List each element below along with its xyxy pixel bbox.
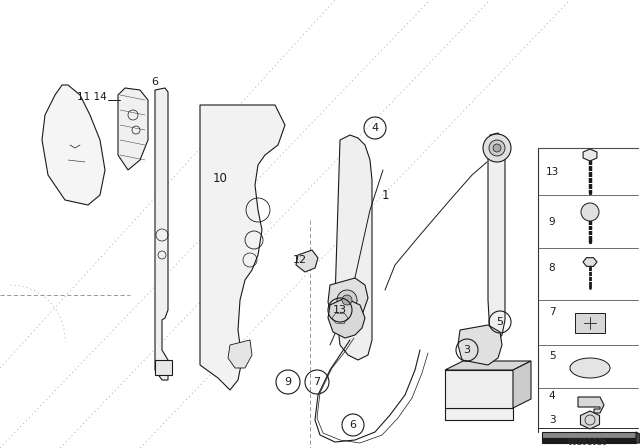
Circle shape: [337, 290, 357, 310]
Text: 9: 9: [284, 377, 292, 387]
Polygon shape: [155, 88, 168, 380]
Polygon shape: [445, 370, 513, 408]
Polygon shape: [155, 360, 172, 375]
Text: 9: 9: [548, 217, 556, 227]
FancyBboxPatch shape: [575, 313, 605, 333]
Polygon shape: [42, 85, 105, 205]
Text: 5: 5: [497, 317, 504, 327]
Text: 3: 3: [548, 415, 556, 425]
Text: 1: 1: [381, 189, 388, 202]
Text: 5: 5: [548, 351, 556, 361]
Polygon shape: [200, 105, 285, 390]
Polygon shape: [445, 408, 513, 420]
Polygon shape: [328, 298, 365, 338]
Polygon shape: [513, 361, 531, 408]
Polygon shape: [583, 258, 597, 266]
Polygon shape: [445, 361, 531, 370]
Text: 4: 4: [371, 123, 379, 133]
Polygon shape: [583, 149, 597, 161]
Text: 6: 6: [349, 420, 356, 430]
Text: 11 14: 11 14: [77, 92, 107, 102]
Text: 10: 10: [212, 172, 227, 185]
Text: 3: 3: [463, 345, 470, 355]
Polygon shape: [458, 325, 502, 365]
Circle shape: [489, 140, 505, 156]
Text: 6: 6: [152, 77, 159, 87]
Text: 13: 13: [333, 305, 347, 315]
Polygon shape: [636, 432, 640, 443]
Text: 7: 7: [314, 377, 321, 387]
Circle shape: [342, 295, 352, 305]
Text: 13: 13: [545, 167, 559, 177]
Text: 00201026: 00201026: [568, 438, 608, 447]
Text: 4: 4: [548, 391, 556, 401]
Polygon shape: [335, 135, 372, 360]
Circle shape: [493, 144, 501, 152]
Polygon shape: [118, 88, 148, 170]
Polygon shape: [328, 278, 368, 325]
Polygon shape: [488, 133, 505, 340]
Text: 8: 8: [548, 263, 556, 273]
Ellipse shape: [570, 358, 610, 378]
Polygon shape: [578, 397, 604, 413]
Polygon shape: [296, 250, 318, 272]
Polygon shape: [542, 432, 636, 438]
Polygon shape: [228, 340, 252, 368]
Circle shape: [581, 203, 599, 221]
Text: 12: 12: [293, 255, 307, 265]
Text: 7: 7: [548, 307, 556, 317]
Polygon shape: [580, 411, 600, 429]
Polygon shape: [542, 438, 636, 443]
Circle shape: [483, 134, 511, 162]
